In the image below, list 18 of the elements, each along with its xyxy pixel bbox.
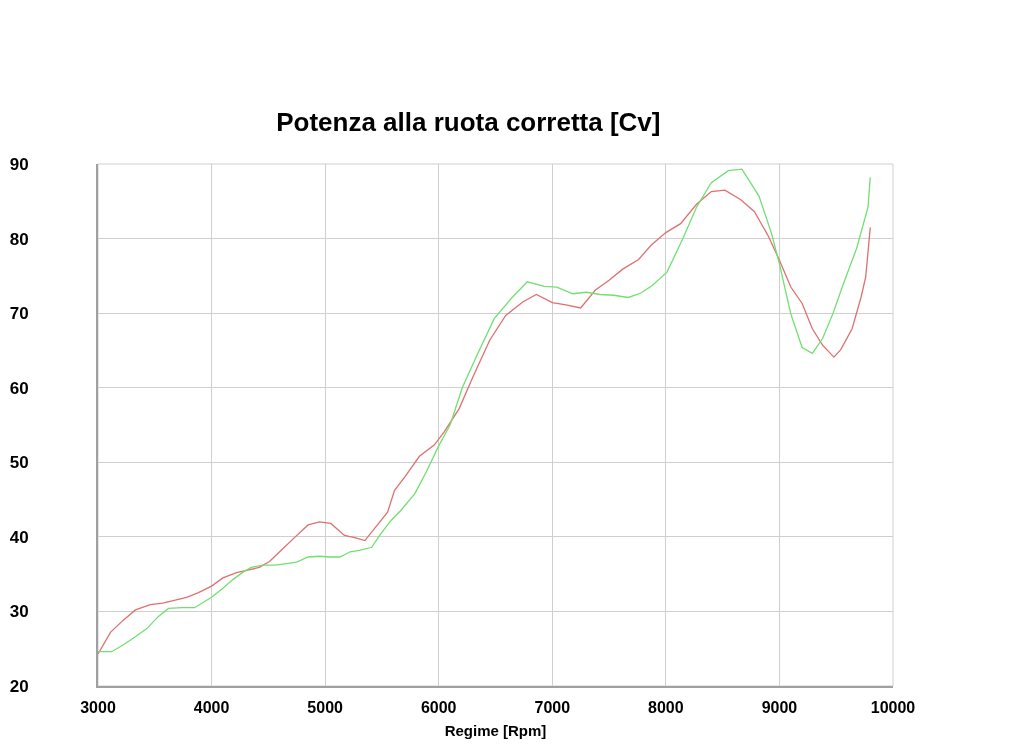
x-tick-label: 8000 [648, 699, 684, 717]
x-tick-label: 3000 [80, 699, 116, 717]
x-tick-label: 5000 [307, 699, 344, 717]
y-tick-label: 70 [9, 304, 29, 324]
x-tick-label: 7000 [534, 699, 571, 717]
y-tick-label: 30 [9, 602, 29, 622]
y-tick-label: 20 [9, 676, 29, 696]
y-tick-label: 80 [9, 229, 29, 249]
x-tick-label: 9000 [761, 699, 798, 717]
x-tick-label: 4000 [193, 699, 230, 717]
y-tick-label: 60 [9, 378, 29, 398]
x-axis-title: Regime [Rpm] [444, 721, 547, 739]
y-tick-label: 90 [9, 154, 29, 174]
x-tick-label: 10000 [870, 699, 916, 717]
y-tick-label: 40 [9, 527, 29, 547]
y-tick-label: 50 [9, 453, 29, 473]
x-tick-label: 6000 [420, 699, 457, 717]
chart-title: Potenza alla ruota corretta [Cv] [276, 107, 661, 138]
